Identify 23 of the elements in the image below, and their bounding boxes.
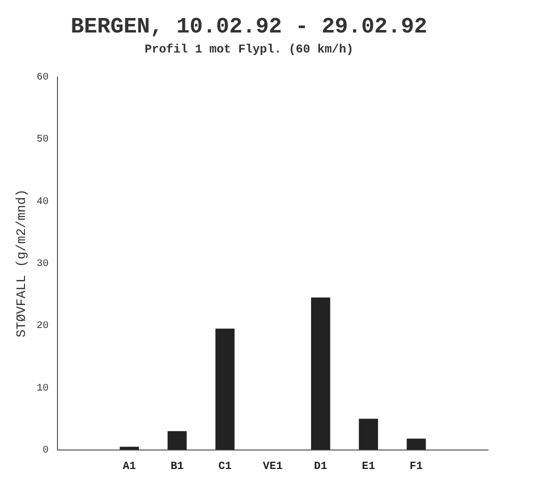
y-tick-label: 20 [36,321,49,332]
chart-title: BERGEN, 10.02.92 - 29.02.92 [70,14,428,40]
y-tick-label: 0 [42,445,49,456]
bar [406,438,426,450]
x-tick-label: E1 [362,461,376,474]
bar [358,418,378,450]
bar [311,297,330,450]
y-tick-label: 40 [36,196,49,208]
y-tick-label: 60 [36,72,49,84]
bar [215,328,235,450]
x-tick-label: F1 [410,461,424,474]
x-tick-label: VE1 [262,461,284,474]
x-tick-label: A1 [122,461,136,474]
x-tick-label: D1 [314,461,328,474]
bar [168,431,187,450]
x-tick-label: B1 [170,461,184,474]
bar [120,446,139,450]
chart-subtitle: Profil 1 mot Flypl. (60 km/h) [144,42,354,57]
y-tick-label: 30 [36,258,49,270]
y-tick-label: 50 [36,134,49,146]
x-tick-label: C1 [218,461,232,474]
y-tick-label: 10 [36,383,49,394]
y-axis-title: STØVFALL (g/m2/mnd) [14,189,30,338]
